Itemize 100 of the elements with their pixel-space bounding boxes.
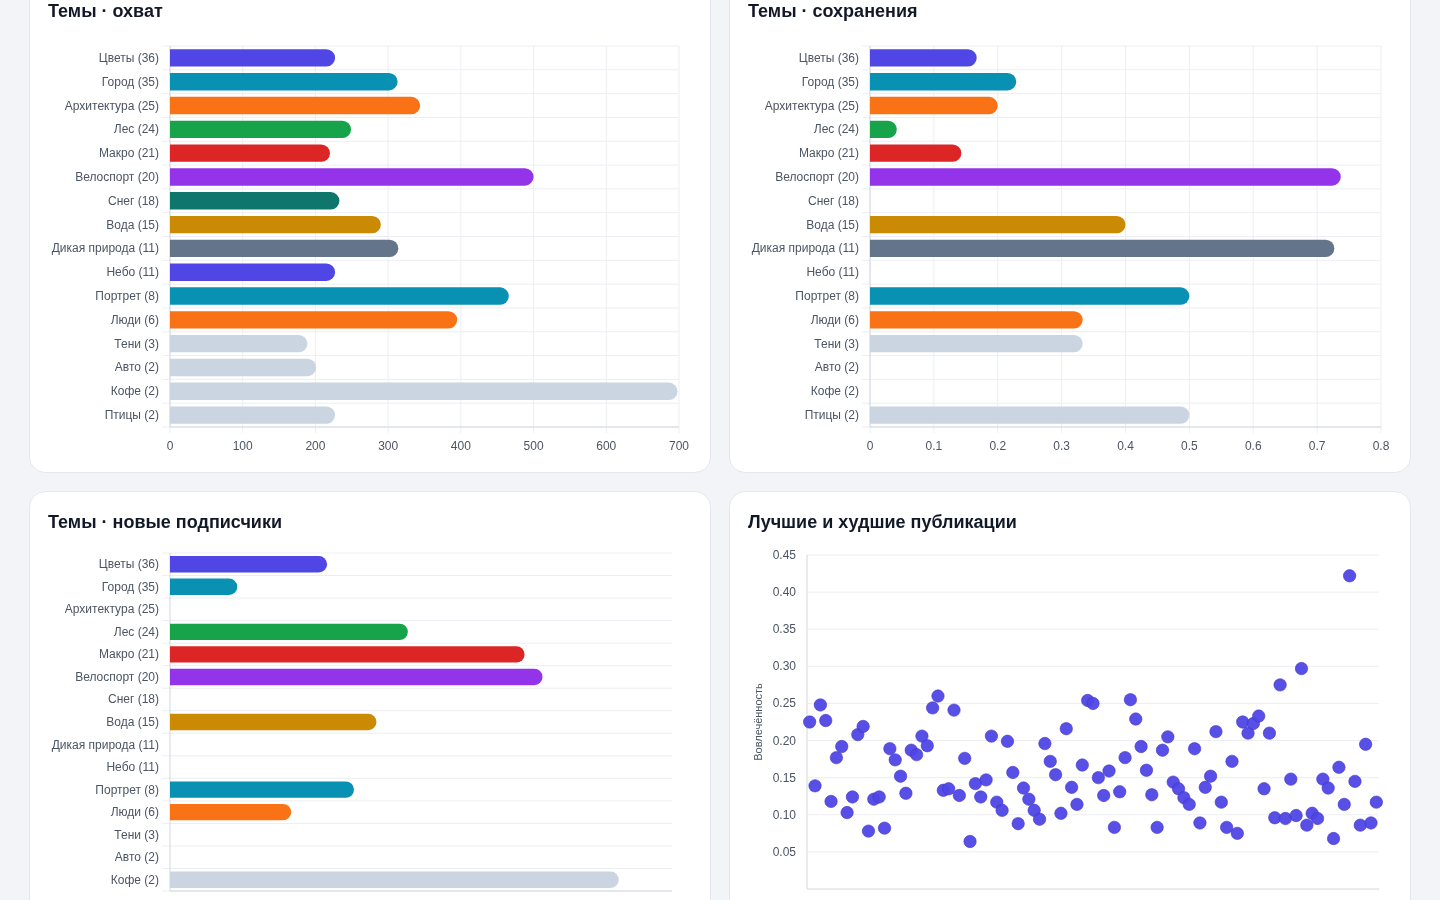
bar — [870, 144, 962, 162]
y-tick-label: Кофе (2) — [810, 384, 859, 399]
y-tick-label: Лес (24) — [813, 122, 859, 137]
y-tick-label: Архитектура (25) — [64, 602, 159, 617]
bar — [170, 578, 238, 596]
y-tick-label: Город (35) — [101, 579, 159, 594]
x-tick-label: 600 — [596, 439, 617, 453]
bar — [170, 96, 421, 115]
y-tick-label: Город (35) — [801, 74, 859, 89]
y-tick-label: Портрет (8) — [95, 782, 159, 797]
bar — [870, 311, 1083, 329]
y-tick-label: Архитектура (25) — [64, 98, 159, 113]
bar — [170, 120, 352, 139]
bar — [170, 239, 399, 258]
bar — [170, 556, 328, 573]
chart-title: Темы · сохранения — [748, 1, 918, 21]
x-tick-label: 0.5 — [1181, 439, 1199, 453]
x-tick-label: 0.4 — [1117, 439, 1135, 453]
x-tick-label: 0.6 — [1244, 439, 1262, 453]
y-tick-label: Люди (6) — [110, 805, 159, 820]
y-tick-label: 0.30 — [772, 659, 797, 674]
y-tick-label: 0.45 — [772, 548, 797, 562]
y-tick-label: Цветы (36) — [98, 557, 159, 572]
x-tick-label: 300 — [378, 439, 399, 453]
bar — [170, 781, 354, 798]
y-tick-label: Дикая природа (11) — [51, 737, 159, 752]
y-tick-label: 0.35 — [772, 622, 797, 637]
bar — [870, 239, 1335, 258]
y-tick-label: Архитектура (25) — [764, 98, 859, 113]
y-tick-label: Авто (2) — [814, 360, 859, 375]
y-tick-label: Тени (3) — [114, 827, 159, 842]
y-tick-label: Вода (15) — [106, 217, 159, 232]
y-tick-label: Велоспорт (20) — [75, 169, 159, 184]
chart-title: Темы · новые подписчики — [48, 512, 282, 532]
y-tick-label: 0.40 — [772, 585, 797, 600]
bar — [170, 192, 340, 210]
y-tick-label: Портрет (8) — [795, 289, 859, 304]
x-tick-label: 100 — [232, 439, 254, 453]
y-tick-label: Люди (6) — [110, 312, 159, 327]
y-tick-label: Цветы (36) — [798, 50, 859, 65]
bar — [170, 263, 336, 281]
y-tick-label: 0.15 — [772, 770, 797, 785]
y-tick-label: Вода (15) — [806, 217, 859, 232]
x-tick-label: 0.2 — [989, 439, 1007, 453]
x-tick-label: 500 — [523, 439, 544, 453]
y-tick-label: Птицы (2) — [104, 408, 159, 423]
y-tick-label: Макро (21) — [98, 146, 159, 161]
bar — [870, 287, 1190, 305]
bar — [170, 73, 398, 91]
y-tick-label: Велоспорт (20) — [75, 669, 159, 684]
y-tick-label: Тени (3) — [814, 336, 859, 351]
y-tick-label: 0.05 — [772, 844, 797, 859]
chart-title: Темы · охват — [48, 1, 163, 21]
x-tick-label: 700 — [668, 439, 690, 453]
bar — [870, 96, 998, 115]
x-tick-label: 0 — [866, 439, 874, 453]
chart-title: Лучшие и худшие публикации — [748, 512, 1017, 532]
y-tick-label: Дикая природа (11) — [51, 241, 159, 256]
x-tick-label: 0 — [166, 439, 174, 453]
y-tick-label: Кофе (2) — [110, 872, 159, 887]
y-tick-label: Птицы (2) — [804, 408, 859, 423]
y-tick-label: Велоспорт (20) — [775, 169, 859, 184]
y-tick-label: Портрет (8) — [95, 289, 159, 304]
y-tick-label: Авто (2) — [114, 360, 159, 375]
y-tick-label: Авто (2) — [114, 850, 159, 865]
y-tick-label: Лес (24) — [113, 624, 159, 639]
bar — [170, 713, 377, 731]
y-tick-label: Люди (6) — [810, 312, 859, 327]
y-tick-label: Небо (11) — [106, 265, 159, 280]
bar — [170, 311, 458, 329]
bar — [170, 623, 408, 641]
y-tick-label: Вода (15) — [106, 715, 159, 729]
bar — [870, 168, 1341, 186]
y-axis-title: Вовлечённость — [752, 682, 764, 761]
bar — [170, 215, 381, 234]
x-tick-label: 0.1 — [925, 439, 943, 453]
bar — [170, 49, 336, 67]
y-tick-label: Город (35) — [101, 74, 159, 89]
bar — [170, 668, 543, 686]
y-tick-label: 0.25 — [772, 696, 797, 711]
y-tick-label: Снег (18) — [807, 193, 859, 208]
y-tick-label: Лес (24) — [113, 122, 159, 137]
bar — [170, 287, 509, 305]
x-tick-label: 0.8 — [1372, 439, 1390, 453]
y-tick-label: Снег (18) — [107, 692, 159, 707]
y-tick-label: Тени (3) — [114, 336, 159, 351]
y-tick-label: Дикая природа (11) — [751, 241, 859, 256]
y-tick-label: Небо (11) — [806, 265, 859, 280]
y-tick-label: Снег (18) — [107, 193, 159, 208]
y-tick-label: 0.20 — [772, 733, 797, 748]
bar — [870, 49, 977, 67]
bar — [170, 646, 525, 663]
x-tick-label: 0.7 — [1308, 439, 1326, 453]
y-tick-label: 0.10 — [772, 807, 797, 822]
bar — [870, 73, 1017, 91]
bar — [170, 144, 330, 162]
y-tick-label: Макро (21) — [798, 146, 859, 161]
y-tick-label: Цветы (36) — [98, 50, 159, 65]
bar — [170, 803, 292, 821]
y-tick-label: Кофе (2) — [110, 384, 159, 399]
